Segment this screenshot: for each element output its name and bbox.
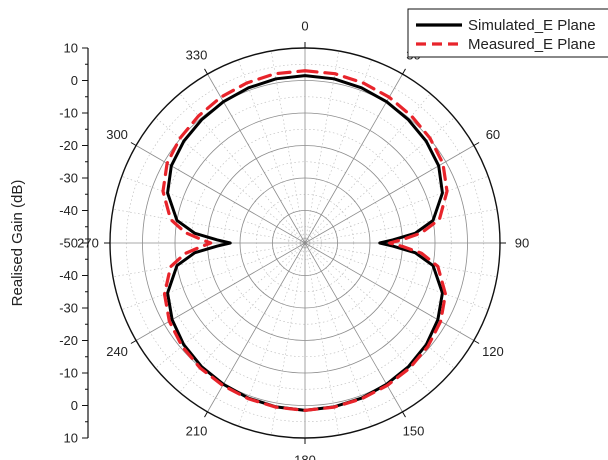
radial-tick-label: -20 [59,333,78,348]
angle-tick [204,411,208,418]
radial-tick-label: 10 [64,41,78,56]
series-layer [161,69,449,412]
angle-label: 330 [186,48,208,63]
angle-label: 240 [106,344,128,359]
angle-tick [473,142,480,146]
major-spoke [304,73,403,244]
angle-label: 150 [403,423,425,438]
radial-axis: 10 0 -10 -20 -30 -40 -50 -40 -30 -20 -10 0 10 [59,41,89,446]
angle-label: 90 [515,236,529,251]
major-spoke [304,145,475,244]
angle-tick [402,68,406,75]
radial-tick-label: 0 [71,398,78,413]
major-spoke [135,145,306,244]
radial-tick-label: -10 [59,366,78,381]
y-axis-label: Realised Gain (dB) [9,180,26,307]
angle-tick [130,340,137,344]
angle-label: 210 [186,423,208,438]
radial-tick-label: -30 [59,171,78,186]
legend-label: Measured_E Plane [468,36,596,53]
angle-tick [402,411,406,418]
major-spoke [207,73,306,244]
major-spoke [207,242,306,413]
radial-tick-label: -30 [59,301,78,316]
angle-tick [130,142,137,146]
angle-labels: 0306090120150180210240270300330 [77,19,529,460]
major-spoke [135,242,306,341]
major-spoke [304,242,475,341]
angle-label: 60 [486,127,500,142]
radial-tick-label: 0 [71,73,78,88]
radial-tick-label: -20 [59,138,78,153]
series-line-measured [161,69,449,412]
legend-label: Simulated_E Plane [468,17,596,34]
radial-tick-label: -40 [59,268,78,283]
angle-tick [473,340,480,344]
radial-tick-label: 10 [64,431,78,446]
radial-tick-label: -40 [59,203,78,218]
angle-label: 120 [482,344,504,359]
polar-grid [109,47,501,439]
angle-tick [204,68,208,75]
radial-tick-label: -50 [59,236,78,251]
legend: Simulated_E Plane Measured_E Plane [407,8,608,58]
legend-box [407,8,608,58]
radial-tick-label: -10 [59,106,78,121]
angle-label: 300 [106,127,128,142]
angle-label: 0 [301,19,308,34]
angle-label: 180 [294,453,316,460]
